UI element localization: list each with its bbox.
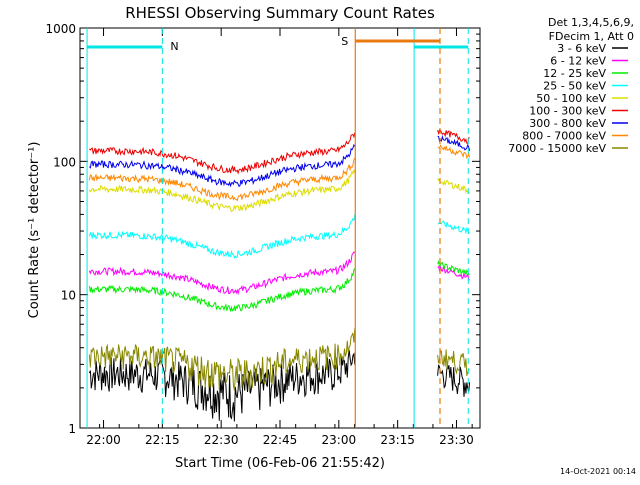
chart-title: RHESSI Observing Summary Count Rates [125,4,435,22]
saa-flag-label: S [341,35,348,48]
x-axis-label: Start Time (06-Feb-06 21:55:42) [175,456,385,471]
legend-header-2: FDecim 1, Att 0 [549,30,634,43]
series-line [437,264,470,281]
legend-label: 50 - 100 keV [536,92,606,105]
plot-frame [79,27,481,429]
y-tick-label: 1000 [45,22,76,36]
x-tick-label: 22:00 [86,433,121,447]
series-line [437,260,470,276]
legend-label: 100 - 300 keV [529,105,606,118]
x-tick-label: 23:15 [380,433,415,447]
series-line [88,328,356,393]
series-line [437,129,470,145]
series-line [437,134,471,151]
series-line [88,251,356,296]
footer-timestamp: 14-Oct-2021 00:14 [560,467,636,476]
series-line [88,350,356,422]
night-flag-label: N [170,40,178,53]
x-tick-label: 22:30 [204,433,239,447]
x-tick-label: 22:45 [263,433,298,447]
plot-area: 1 10 100 1000 22:00 22:15 22:30 22:45 23:00 23:15… [45,22,481,447]
y-tick-label: 100 [53,155,76,169]
series-line [88,268,356,312]
series-line [88,157,356,202]
legend-label: 7000 - 15000 keV [508,142,606,155]
legend-label: 25 - 50 keV [543,80,606,93]
series-line [89,143,356,188]
series-line [437,364,471,397]
series-line [89,132,356,175]
x-tick-label: 23:30 [439,433,474,447]
series-line [437,144,471,159]
x-tick-label: 22:15 [145,433,180,447]
legend-label: 12 - 25 keV [543,67,606,80]
series-line [437,177,471,195]
legend-label: 300 - 800 keV [529,117,606,130]
series-line [88,214,356,259]
x-tick-label: 23:00 [322,433,357,447]
series-line [437,220,470,234]
legend-label: 6 - 12 keV [550,55,606,68]
series-line [88,168,356,213]
legend-label: 800 - 7000 keV [522,130,606,143]
legend-header-1: Det 1,3,4,5,6,9, [548,16,634,29]
y-tick-label: 10 [61,289,76,303]
legend-label: 3 - 6 keV [557,42,606,55]
y-tick-label: 1 [68,422,76,436]
y-axis-label: Count Rate (s⁻¹ detector⁻¹) [27,142,42,319]
series-line [437,349,470,377]
